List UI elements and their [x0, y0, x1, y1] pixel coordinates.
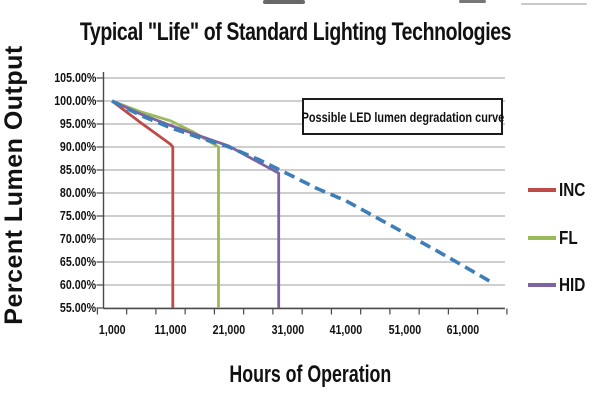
top-edge-artifact [459, 0, 486, 3]
y-tick-label: 100.00% [53, 93, 96, 108]
y-tick-label: 70.00% [59, 231, 96, 246]
inc-line-swatch [528, 188, 556, 192]
top-edge-artifact [263, 0, 305, 4]
x-tick-label: 61,000 [446, 322, 480, 337]
led-line [111, 99, 494, 285]
x-tick-label: 51,000 [388, 322, 421, 337]
legend-item-inc: INC [528, 180, 590, 200]
y-tick-label: 60.00% [59, 277, 96, 292]
data-series [111, 99, 494, 308]
x-tick-label: 41,000 [329, 322, 363, 337]
axes [96, 72, 508, 315]
legend-label-fl: FL [559, 227, 578, 248]
x-tick-label: 31,000 [271, 322, 304, 337]
led-annotation-box: Possible LED lumen degradation curve [301, 98, 504, 135]
y-tick-label: 80.00% [59, 185, 96, 200]
legend-label-inc: INC [559, 179, 586, 200]
hid-line-swatch [528, 283, 556, 287]
fl-line-swatch [528, 236, 556, 240]
legend-item-hid: HID [528, 275, 590, 295]
fl-line [111, 99, 220, 308]
inc-line [111, 99, 175, 308]
y-tick-label: 105.00% [53, 70, 96, 85]
y-tick-label: 95.00% [59, 116, 96, 131]
x-tick-label: 21,000 [212, 322, 246, 337]
chart-title: Typical "Life" of Standard Lighting Tech… [79, 18, 511, 46]
y-tick-label: 75.00% [59, 208, 96, 223]
y-tick-label: 85.00% [59, 162, 96, 177]
x-tick-label: 11,000 [154, 322, 187, 337]
led-annotation-text: Possible LED lumen degradation curve [301, 108, 504, 125]
legend-label-hid: HID [559, 274, 586, 295]
y-tick-label: 65.00% [59, 254, 96, 269]
top-edge-artifact [521, 3, 587, 5]
y-tick-label: 90.00% [59, 139, 96, 154]
x-tick-label: 1,000 [98, 322, 126, 337]
x-axis-title: Hours of Operation [229, 361, 391, 388]
y-tick-label: 55.00% [59, 300, 96, 315]
legend-item-fl: FL [528, 228, 581, 248]
